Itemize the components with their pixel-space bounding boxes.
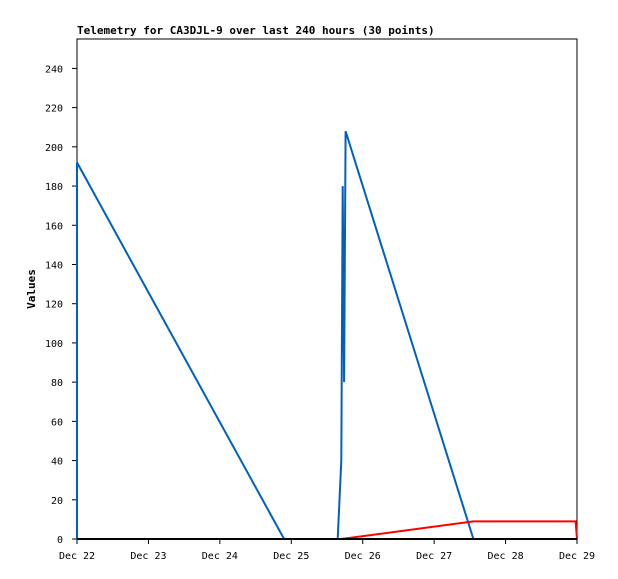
y-tick-label: 180 <box>45 182 63 193</box>
y-tick-label: 40 <box>51 457 63 468</box>
series-group <box>76 130 578 540</box>
y-tick-label: 100 <box>45 339 63 350</box>
y-axis-label: Values <box>25 269 38 309</box>
y-tick-label: 200 <box>45 143 63 154</box>
y-tick-label: 240 <box>45 64 63 75</box>
y-tick-label: 80 <box>51 378 63 389</box>
y-axis: 0 20 40 60 80 100 120 140 160 180 200 220 240 <box>45 64 77 546</box>
series-line-2 <box>77 520 578 540</box>
x-tick-label: Dec 24 <box>202 551 238 562</box>
y-tick-label: 60 <box>51 417 63 428</box>
y-tick-label: 160 <box>45 221 63 232</box>
y-tick-label: 20 <box>51 496 63 507</box>
plot-frame <box>76 38 578 540</box>
y-tick-label: 120 <box>45 300 63 311</box>
x-tick-label: Dec 27 <box>416 551 452 562</box>
x-tick-label: Dec 25 <box>273 551 309 562</box>
y-tick-label: 220 <box>45 104 63 115</box>
x-tick-label: Dec 22 <box>59 551 95 562</box>
x-tick-label: Dec 29 <box>559 551 595 562</box>
x-tick-label: Dec 23 <box>130 551 166 562</box>
chart-title: Telemetry for CA3DJL-9 over last 240 hou… <box>77 24 435 37</box>
y-tick-label: 0 <box>57 535 63 546</box>
y-tick-label: 140 <box>45 260 63 271</box>
series-line-1 <box>76 130 577 540</box>
x-axis: Dec 22 Dec 23 Dec 24 Dec 25 Dec 26 Dec 27 Dec … <box>59 539 595 562</box>
x-tick-label: Dec 26 <box>345 551 381 562</box>
x-tick-label: Dec 28 <box>488 551 524 562</box>
